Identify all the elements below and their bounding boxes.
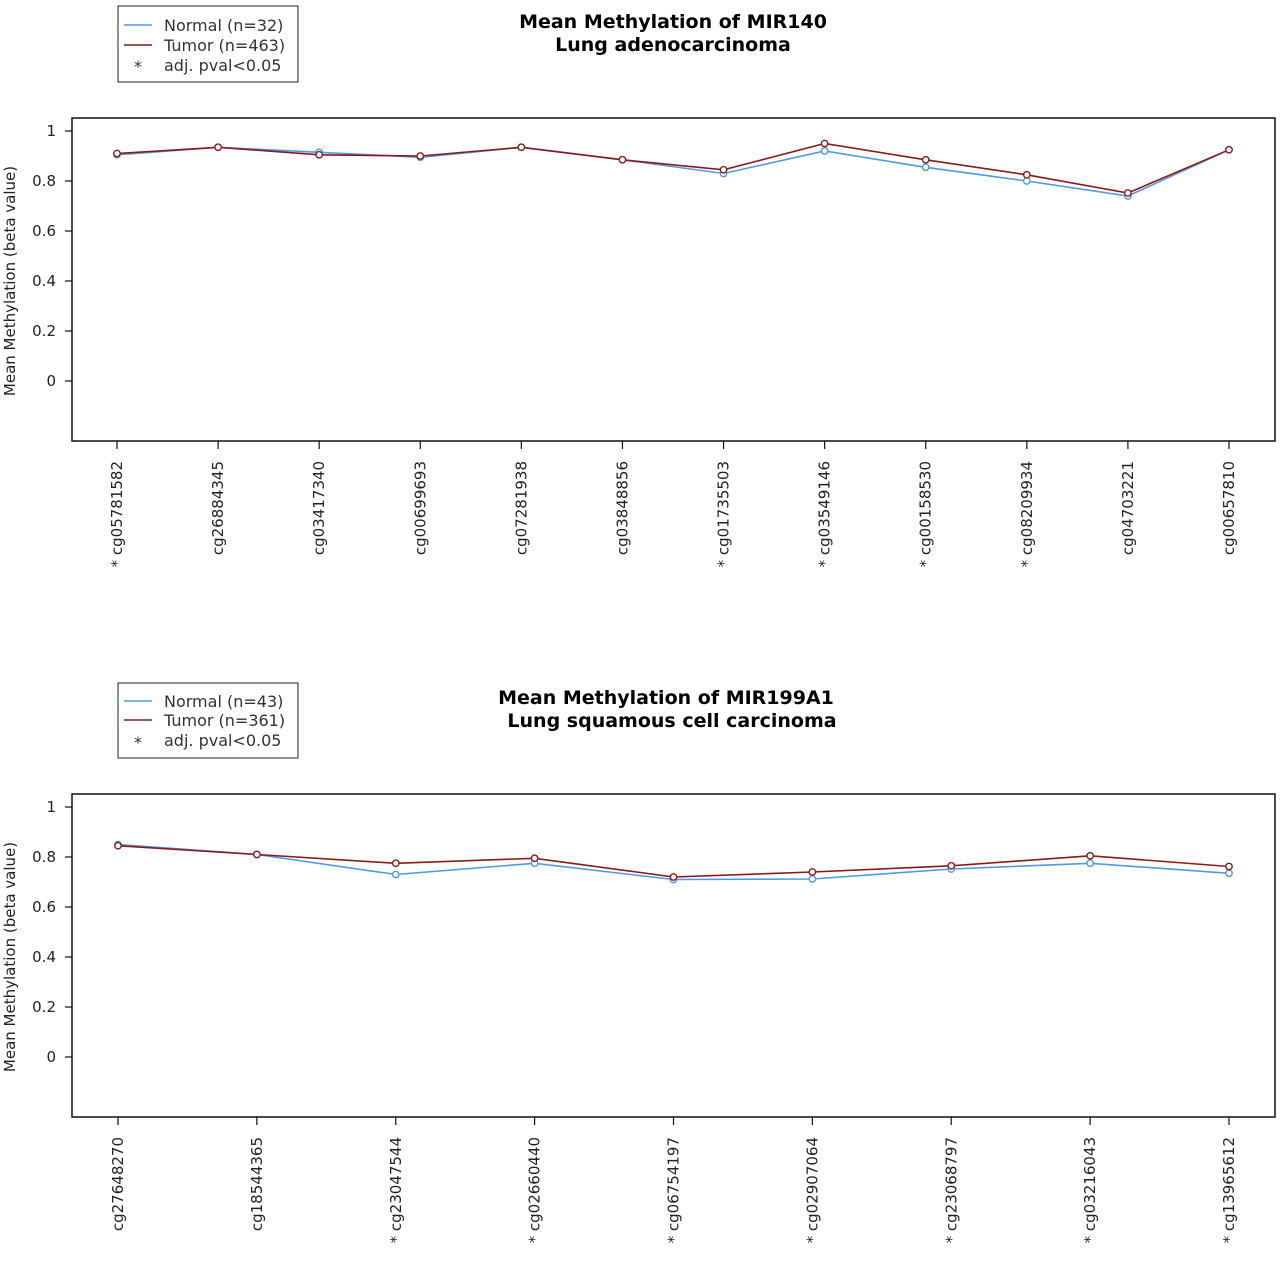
x-tick-label: * cg06754197 <box>665 1137 683 1243</box>
y-axis: 1 0.8 0.6 0.4 0.2 0 <box>32 798 72 1066</box>
data-point-tumor <box>214 143 222 152</box>
data-point-tumor <box>1124 189 1132 197</box>
y-tick-label: 1 <box>46 798 56 816</box>
chart-subtitle: Lung adenocarcinoma <box>555 34 791 56</box>
data-point-tumor <box>391 859 400 868</box>
x-tick-label: cg27648270 <box>109 1137 127 1231</box>
data-point-normal <box>1086 859 1095 868</box>
data-point-tumor <box>921 155 930 164</box>
x-tick-label: * cg03216043 <box>1081 1137 1099 1243</box>
y-tick-label: 1 <box>46 122 56 140</box>
data-point-tumor <box>530 854 539 863</box>
y-tick-label: 0 <box>46 372 56 390</box>
legend: Normal (n=32) Tumor (n=463) * adj. pval<… <box>117 5 299 83</box>
data-point-tumor <box>669 873 678 881</box>
legend-label-significance: adj. pval<0.05 <box>164 56 281 75</box>
data-point-tumor <box>416 152 425 160</box>
data-point-tumor <box>820 139 829 148</box>
legend-box <box>117 5 299 83</box>
x-tick-label: * cg08209934 <box>1018 461 1036 567</box>
x-tick-label: * cg03549146 <box>816 461 834 567</box>
legend-label-normal: Normal (n=43) <box>164 692 283 711</box>
legend: Normal (n=43) Tumor (n=361) * adj. pval<… <box>117 682 299 759</box>
y-tick-label: 0.2 <box>32 322 56 340</box>
data-point-tumor <box>252 850 261 859</box>
x-tick-label: cg26884345 <box>209 461 227 555</box>
x-tick-label: * cg02907064 <box>803 1137 821 1243</box>
chart-title: Mean Methylation of MIR140 <box>519 11 827 33</box>
x-tick-label: * cg02660440 <box>526 1137 544 1243</box>
series-lines <box>116 142 1230 197</box>
data-point-normal <box>391 870 400 879</box>
y-tick-label: 0.4 <box>32 272 56 290</box>
plot-frame <box>71 117 1276 442</box>
data-point-tumor <box>808 868 817 876</box>
series-line-tumor <box>116 142 1230 194</box>
x-tick-label: cg07281938 <box>512 461 530 555</box>
x-axis: cg27648270 cg18544365 * cg23047544 * cg0266… <box>109 1117 1238 1243</box>
y-tick-label: 0.4 <box>32 948 56 966</box>
data-point-normal <box>1022 177 1031 185</box>
data-point-normal <box>921 163 930 172</box>
chart-title: Mean Methylation of MIR199A1 <box>498 687 834 709</box>
chart-subtitle: Lung squamous cell carcinoma <box>507 710 836 732</box>
x-tick-label: * cg05781582 <box>108 461 126 567</box>
series-line-tumor <box>117 845 1230 878</box>
series-line-normal <box>116 146 1230 197</box>
y-axis-label: Mean Methylation (beta value) <box>1 166 19 396</box>
series-points <box>113 139 1233 200</box>
y-tick-label: 0.6 <box>32 222 56 240</box>
x-tick-label: cg03417340 <box>310 461 328 555</box>
x-tick-label: * cg23047544 <box>387 1137 405 1243</box>
legend-label-normal: Normal (n=32) <box>164 16 283 35</box>
chart-1: Mean Methylation of MIR140 Lung adenocar… <box>1 5 1276 567</box>
x-tick-label: cg03848856 <box>613 461 631 555</box>
series-points <box>114 840 1233 884</box>
y-tick-label: 0.6 <box>32 898 56 916</box>
chart-2: Mean Methylation of MIR199A1 Lung squamo… <box>1 682 1276 1243</box>
x-tick-label: cg04703221 <box>1119 461 1137 555</box>
data-point-tumor <box>114 841 122 850</box>
x-tick-label: cg00699693 <box>411 461 429 555</box>
data-point-normal <box>808 875 817 883</box>
data-point-tumor <box>947 861 956 870</box>
y-axis-label: Mean Methylation (beta value) <box>1 842 19 1072</box>
data-point-tumor <box>618 155 627 164</box>
y-tick-label: 0.2 <box>32 998 56 1016</box>
legend-label-tumor: Tumor (n=463) <box>163 36 285 55</box>
y-tick-label: 0 <box>46 1048 56 1066</box>
legend-label-tumor: Tumor (n=361) <box>163 711 285 730</box>
data-point-tumor <box>517 143 526 152</box>
legend-star-symbol: * <box>134 57 142 76</box>
data-point-tumor <box>1086 851 1095 860</box>
data-point-tumor <box>113 149 121 158</box>
x-tick-label: * cg23068797 <box>942 1137 960 1243</box>
data-point-tumor <box>1225 145 1233 154</box>
x-tick-label: cg00657810 <box>1220 461 1238 555</box>
data-point-tumor <box>719 165 728 174</box>
x-tick-label: cg18544365 <box>248 1137 266 1231</box>
data-point-tumor <box>1225 862 1233 871</box>
y-axis: 1 0.8 0.6 0.4 0.2 0 <box>32 122 72 390</box>
x-axis: * cg05781582 cg26884345 cg03417340 cg006996… <box>108 441 1238 567</box>
plot-frame <box>71 793 1276 1118</box>
legend-star-symbol: * <box>134 733 142 752</box>
data-point-tumor <box>1022 170 1031 179</box>
y-tick-label: 0.8 <box>32 848 56 866</box>
y-tick-label: 0.8 <box>32 172 56 190</box>
data-point-normal <box>1225 869 1233 878</box>
legend-label-significance: adj. pval<0.05 <box>164 731 281 750</box>
x-tick-label: * cg13965612 <box>1220 1137 1238 1243</box>
x-tick-label: * cg01735503 <box>715 461 733 567</box>
x-tick-label: * cg00158530 <box>917 461 935 567</box>
data-point-normal <box>820 147 829 155</box>
data-point-tumor <box>315 150 324 159</box>
